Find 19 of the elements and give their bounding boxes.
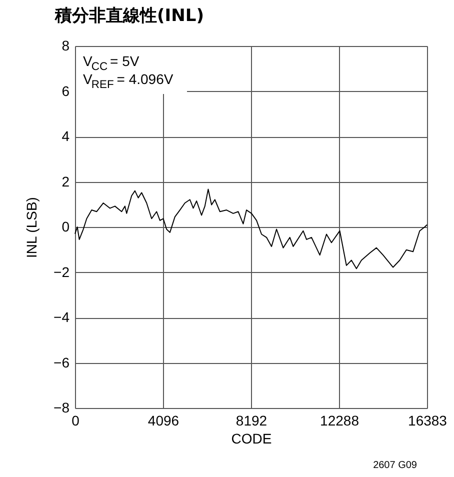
chart-title: 積分非直線性(INL): [54, 6, 204, 26]
y-tick-label: 8: [62, 38, 70, 54]
y-tick-label: 6: [62, 82, 70, 99]
y-tick-label: 4: [62, 128, 70, 144]
y-tick-label: −6: [54, 354, 70, 370]
x-tick-label: 8192: [236, 412, 268, 428]
text: 2607 G09: [373, 460, 418, 471]
x-tick-label: 4096: [148, 412, 180, 428]
y-tick-label: −2: [54, 264, 70, 280]
x-tick-label: 0: [72, 412, 80, 428]
x-axis-title: CODE: [231, 430, 272, 446]
y-tick-label: 0: [62, 218, 70, 234]
x-tick-label: 12288: [320, 412, 360, 428]
y-tick-label: 2: [62, 173, 70, 190]
y-axis-title: INL (LSB): [24, 197, 40, 258]
y-tick-label: −4: [54, 309, 70, 325]
y-tick-label: −8: [54, 400, 70, 416]
line-series: [74, 188, 428, 270]
x-tick-label: 16383: [408, 412, 448, 428]
